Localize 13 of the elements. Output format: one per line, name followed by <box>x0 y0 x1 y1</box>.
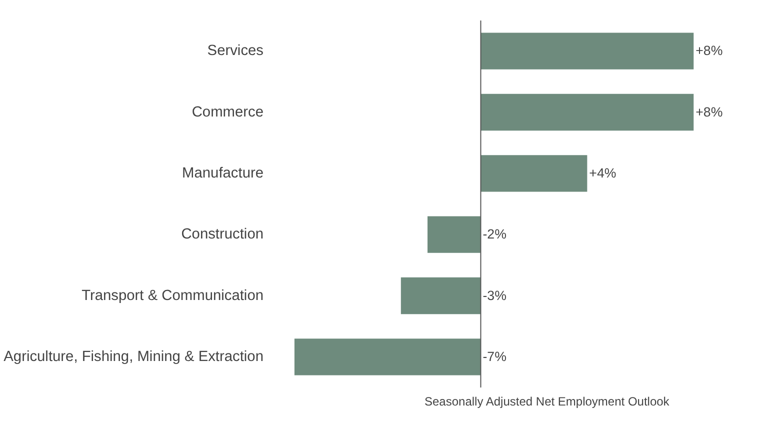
y-tick-label: Commerce <box>192 104 264 120</box>
y-tick-label: Services <box>207 43 264 60</box>
data-label: +4% <box>589 165 616 180</box>
data-label: +8% <box>696 104 723 120</box>
y-tick-label: Construction <box>181 226 264 243</box>
y-tick-label: Transport & Communication <box>82 288 264 304</box>
data-label: -2% <box>482 226 507 242</box>
y-tick-label: Agriculture, Fishing, Mining & Extraction <box>4 348 264 365</box>
data-label: -3% <box>482 288 507 303</box>
data-label: +8% <box>696 43 723 58</box>
y-tick-label: Manufacture <box>182 165 264 182</box>
text: Seasonally Adjusted Net Employment Outlook <box>424 394 670 408</box>
data-label: -7% <box>482 348 507 364</box>
